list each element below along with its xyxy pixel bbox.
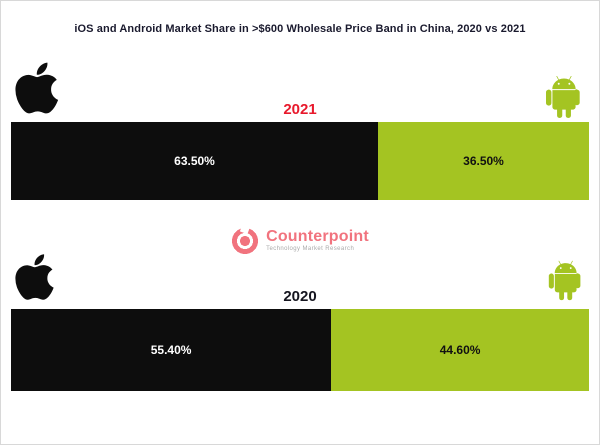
apple-icon	[15, 59, 59, 117]
android-icon	[546, 258, 585, 303]
counterpoint-logo-name: Counterpoint	[266, 228, 369, 246]
counterpoint-logo-tagline: Technology Market Research	[266, 246, 355, 253]
year-label-2020: 2020	[283, 288, 317, 305]
counterpoint-logo-icon	[231, 227, 260, 255]
bar-2021: 63.50% 36.50%	[11, 122, 589, 200]
apple-icon	[15, 251, 54, 303]
ios-share-label-2020: 55.40%	[150, 343, 192, 357]
ios-share-label-2021: 63.50%	[174, 154, 215, 168]
android-share-label-2020: 44.60%	[439, 343, 481, 357]
chart-title: iOS and Android Market Share in >$600 Wh…	[74, 23, 526, 35]
bar-2020: 55.40% 44.60%	[11, 309, 589, 391]
bar-segment-ios-2021: 63.50%	[11, 122, 379, 200]
android-icon	[543, 73, 585, 121]
bar-segment-android-2020: 44.60%	[331, 309, 589, 391]
bar-segment-ios-2020: 55.40%	[11, 309, 332, 391]
android-share-label-2021: 36.50%	[463, 154, 504, 168]
counterpoint-watermark: Counterpoint Technology Market Research	[1, 227, 599, 255]
bar-segment-android-2021: 36.50%	[378, 122, 589, 200]
year-label-2021: 2021	[283, 101, 317, 118]
